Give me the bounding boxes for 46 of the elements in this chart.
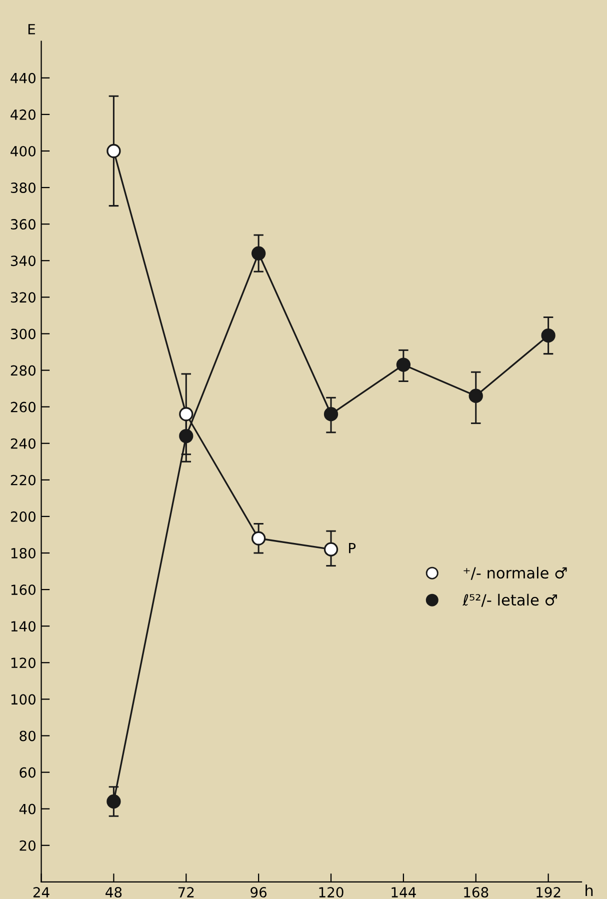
point [396, 358, 411, 372]
y-tick-label: 60 [20, 767, 36, 778]
x-axis-title: h [586, 884, 593, 896]
y-tick-label: 320 [10, 292, 36, 303]
y-tick-label: 440 [10, 72, 36, 84]
y-tick-label: 220 [10, 474, 36, 486]
y-tick-label: 20 [20, 840, 36, 851]
point [468, 388, 483, 403]
point [251, 246, 266, 260]
point [541, 328, 556, 343]
y-tick-label: 240 [10, 438, 36, 449]
annotation: P [349, 543, 356, 554]
x-tick-label: 48 [106, 887, 122, 898]
point [179, 428, 194, 444]
y-tick-label: 40 [19, 804, 36, 814]
x-tick-label: 144 [392, 887, 416, 898]
x-tick-label: 120 [319, 887, 344, 898]
y-tick-label: 140 [11, 621, 36, 632]
y-tick-label: 160 [11, 584, 36, 596]
point [324, 542, 338, 556]
x-tick-label: 72 [178, 887, 194, 898]
y-tick-label: 100 [11, 694, 36, 705]
point [324, 407, 338, 422]
y-tick-label: 260 [10, 402, 36, 412]
y-tick-label: 380 [10, 182, 36, 194]
y-axis-title: E [28, 24, 35, 34]
legend-label: ⁺/- normale ♂ [464, 566, 567, 580]
x-tick-label: 168 [464, 887, 488, 898]
y-tick-label: 280 [10, 365, 36, 376]
y-tick-label: 360 [10, 219, 36, 230]
y-tick-label: 420 [10, 109, 36, 120]
x-tick-label: 96 [250, 887, 267, 898]
y-tick-label: 120 [11, 658, 36, 668]
y-tick-label: 180 [11, 548, 36, 558]
legend-label: ℓ⁵²/- letale ♂ [462, 594, 557, 607]
point [251, 531, 266, 546]
point [106, 794, 121, 809]
y-tick-label: 400 [10, 146, 36, 156]
y-tick-label: 340 [10, 256, 36, 266]
point [179, 407, 194, 422]
y-tick-label: 200 [10, 511, 36, 522]
y-tick-label: 300 [10, 328, 36, 340]
x-tick-label: 24 [33, 887, 50, 898]
x-tick-label: 192 [536, 887, 560, 898]
y-tick-label: 80 [20, 730, 36, 742]
point [106, 144, 121, 158]
